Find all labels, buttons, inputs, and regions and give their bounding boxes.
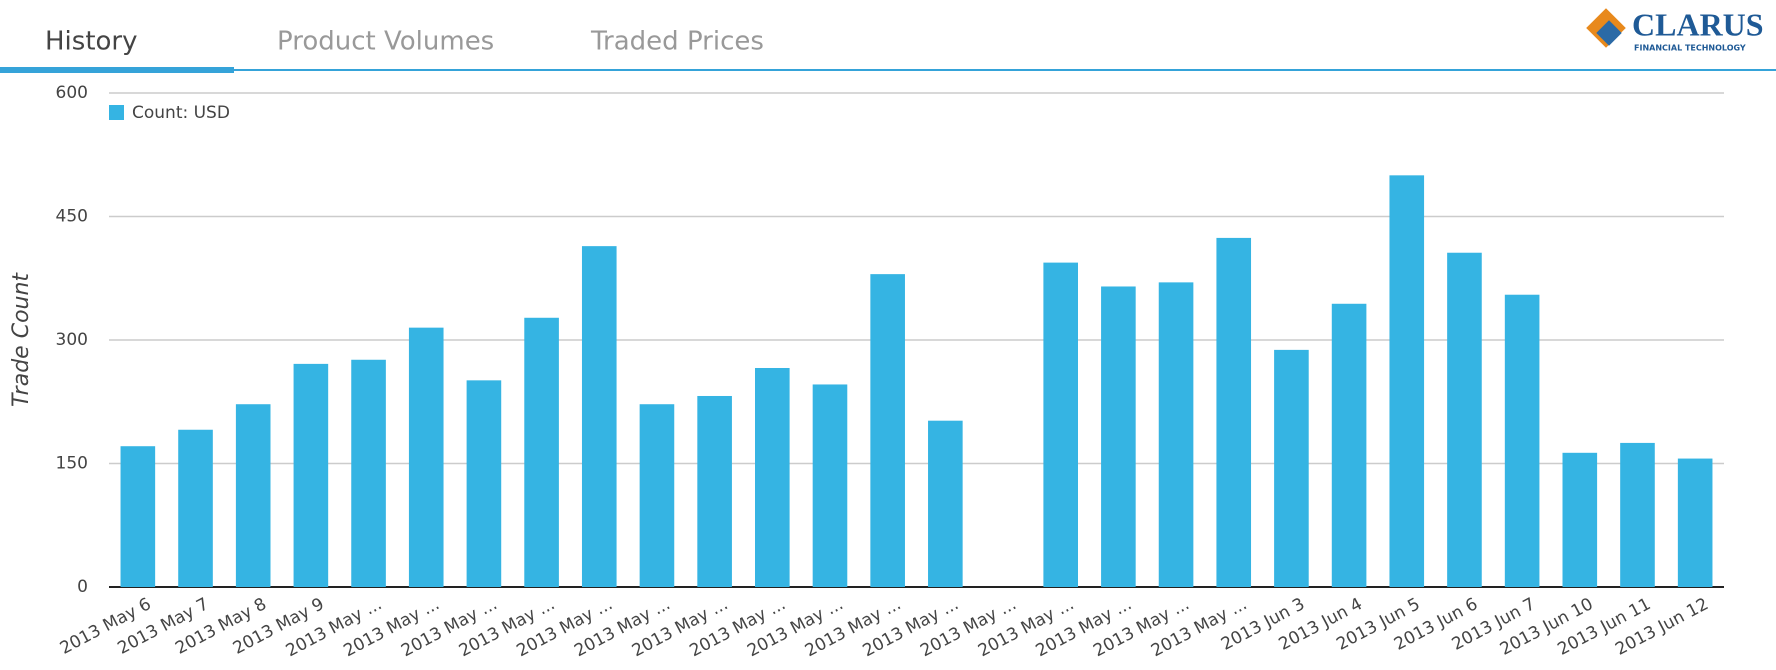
logo: CLARUS FINANCIAL TECHNOLOGY [1586,6,1764,53]
legend-swatch [109,105,124,120]
y-tick-label: 0 [77,577,88,597]
bar [120,446,156,587]
bar [351,359,386,587]
bar [1562,452,1598,587]
bar [1274,349,1309,587]
bar [1677,458,1713,587]
y-tick-label: 300 [56,330,88,350]
bar [524,317,559,587]
bar [1331,303,1367,587]
bar [1620,442,1655,587]
bar [1158,282,1194,587]
bar [235,404,271,587]
tab[interactable]: Product Volumes [277,27,494,57]
y-tick-label: 600 [56,83,88,103]
tab[interactable]: History [45,27,138,57]
bar [1101,286,1136,587]
bar [812,384,848,587]
logo-tagline: FINANCIAL TECHNOLOGY [1634,44,1746,53]
legend-label: Count: USD [132,103,230,123]
bar [870,274,905,587]
bar [1389,175,1425,588]
bar [928,420,963,587]
bar [581,246,617,587]
logo-text: CLARUS [1632,6,1764,42]
bar [1447,252,1482,587]
bar [1504,294,1540,587]
bar [1043,262,1078,587]
tab[interactable]: Traded Prices [590,27,764,57]
bar [293,363,329,587]
bar [408,327,444,587]
y-tick-label: 450 [56,207,88,227]
bar [697,395,732,587]
bar [639,404,675,587]
bar [178,429,213,587]
bar [755,367,790,587]
bar [466,380,502,587]
y-axis-title: Trade Count [9,272,34,407]
bar [1216,237,1252,587]
active-tab-indicator [0,67,234,73]
y-tick-label: 150 [56,454,88,474]
